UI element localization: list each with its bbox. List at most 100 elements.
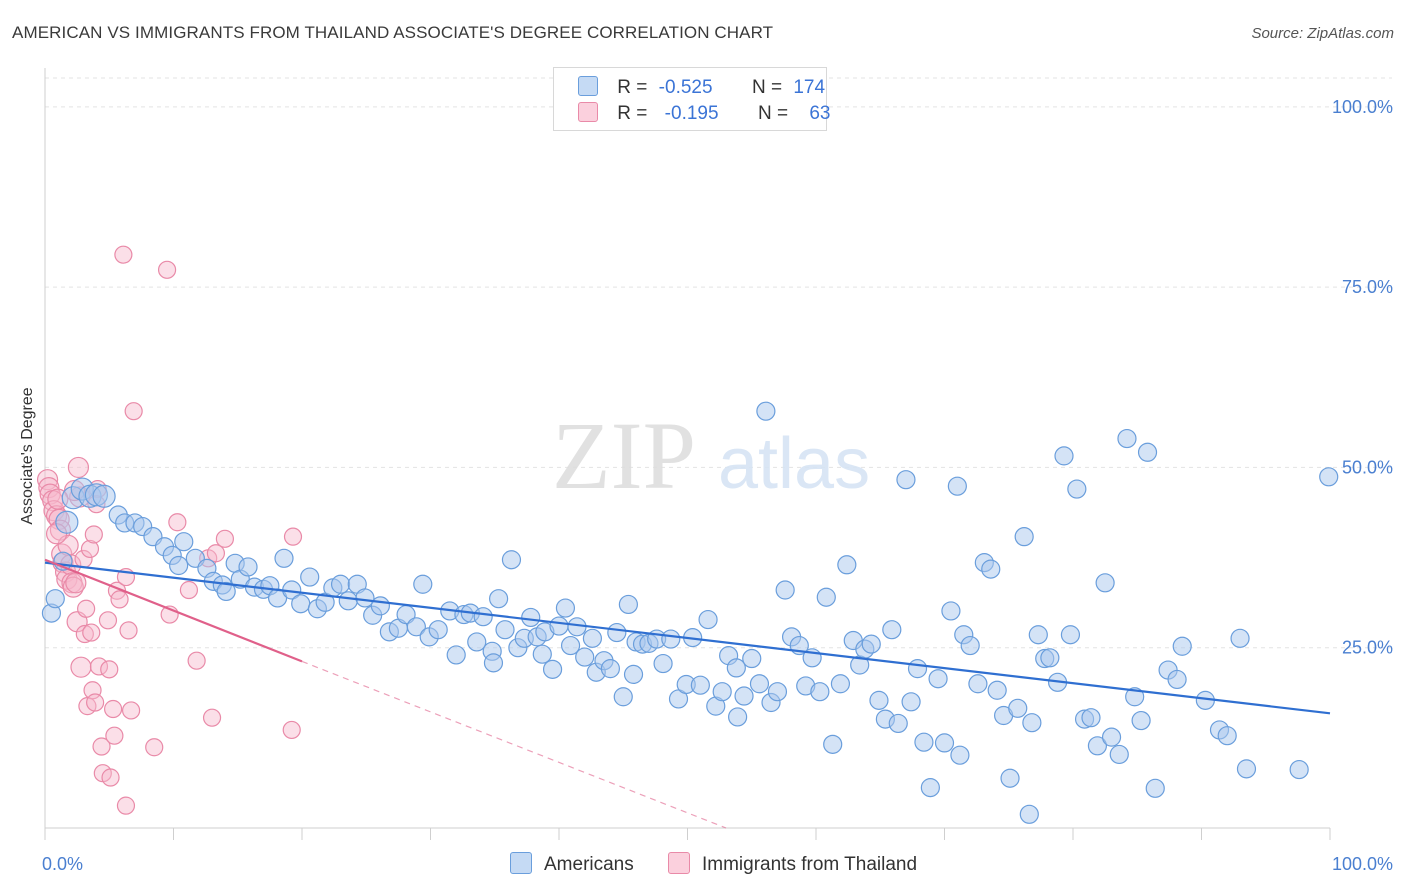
- americans-point-166: [532, 644, 552, 664]
- x-tick-label-1: 100.0%: [1332, 854, 1393, 874]
- americans-point-167: [623, 664, 644, 684]
- americans-point-32: [291, 594, 311, 614]
- americans-point-47: [413, 574, 433, 594]
- americans-point-124: [941, 601, 961, 621]
- americans-point-75: [607, 622, 627, 643]
- americans-point-149: [1109, 744, 1129, 765]
- americans-point-123: [934, 733, 955, 753]
- thailand-point-52: [202, 708, 222, 727]
- thailand-point-44: [124, 402, 143, 421]
- americans-point-99: [775, 580, 795, 600]
- legend-swatch-americans: [578, 76, 598, 96]
- source-credit: Source: ZipAtlas.com: [1251, 25, 1394, 42]
- legend-label-thailand: Immigrants from Thailand: [702, 854, 918, 875]
- americans-point-134: [1008, 698, 1028, 718]
- americans-point-1: [45, 589, 65, 609]
- thailand-point-22: [75, 624, 94, 644]
- legend-swatch-thailand: [668, 852, 690, 874]
- thailand-point-26: [82, 623, 101, 642]
- americans-point-70: [575, 647, 595, 667]
- legend-n-value-americans: 174: [793, 77, 826, 98]
- thailand-point-56: [283, 527, 303, 546]
- legend-item-thailand[interactable]: Immigrants from Thailand: [668, 852, 917, 876]
- americans-point-95: [749, 674, 770, 694]
- thailand-point-50: [187, 651, 206, 670]
- americans-point-156: [1172, 636, 1192, 656]
- americans-point-3: [55, 510, 79, 534]
- thailand-point-48: [168, 513, 187, 532]
- thailand-point-53: [206, 544, 226, 563]
- thailand-point-18: [67, 456, 90, 479]
- trend-line-americans: [44, 561, 1331, 715]
- series-thailand-points: [36, 245, 303, 815]
- americans-point-160: [1230, 628, 1250, 648]
- americans-point-159: [1217, 726, 1237, 746]
- americans-point-147: [1095, 573, 1115, 593]
- legend-r-value-thailand: -0.195: [664, 103, 719, 124]
- americans-point-154: [1145, 778, 1165, 798]
- thailand-point-34: [98, 611, 118, 630]
- americans-point-65: [542, 659, 563, 679]
- legend-r-label: R =: [617, 103, 648, 124]
- americans-point-161: [1236, 759, 1257, 779]
- x-tick-label-0: 0.0%: [42, 854, 83, 874]
- tick-labels: 25.0% 50.0% 75.0% 100.0% 0.0% 100.0%: [42, 97, 1393, 874]
- americans-point-22: [216, 581, 236, 602]
- americans-point-104: [810, 682, 830, 702]
- thailand-point-43: [121, 701, 141, 720]
- thailand-point-57: [116, 796, 136, 815]
- legend-swatch-americans: [510, 852, 532, 874]
- americans-point-55: [473, 607, 493, 627]
- americans-point-94: [742, 648, 762, 669]
- americans-point-116: [888, 713, 908, 734]
- americans-point-105: [816, 587, 836, 607]
- series-americans-points: [41, 401, 1339, 824]
- americans-point-93: [734, 686, 754, 706]
- americans-point-122: [928, 669, 948, 689]
- series-legend: Americans Immigrants from Thailand: [0, 852, 1406, 878]
- y-tick-label-0: 25.0%: [1342, 638, 1393, 658]
- americans-point-112: [861, 634, 881, 654]
- americans-point-59: [501, 550, 522, 570]
- americans-point-87: [690, 675, 710, 695]
- americans-point-136: [1022, 713, 1042, 733]
- americans-point-121: [920, 778, 940, 798]
- americans-point-163: [1319, 467, 1339, 487]
- americans-point-16: [169, 555, 189, 576]
- trend-lines: [44, 558, 1331, 829]
- americans-point-115: [882, 620, 902, 640]
- americans-point-141: [1054, 446, 1074, 466]
- americans-point-137: [1028, 625, 1048, 645]
- thailand-point-55: [282, 720, 301, 740]
- americans-point-125: [947, 476, 967, 496]
- americans-point-152: [1131, 710, 1151, 731]
- americans-point-58: [495, 620, 515, 640]
- correlation-legend: R = -0.525 N = 174 R = -0.195 N = 63: [553, 67, 830, 131]
- americans-point-150: [1117, 428, 1137, 449]
- americans-point-66: [549, 616, 569, 636]
- americans-point-162: [1289, 759, 1309, 780]
- americans-point-113: [869, 690, 889, 710]
- americans-point-168: [728, 707, 748, 727]
- americans-point-133: [1000, 768, 1020, 788]
- americans-point-37: [330, 574, 351, 594]
- legend-swatch-thailand: [578, 102, 598, 122]
- americans-point-145: [1081, 708, 1101, 728]
- americans-point-40: [355, 588, 375, 608]
- americans-point-38: [338, 591, 358, 611]
- americans-point-169: [950, 745, 970, 765]
- americans-point-90: [712, 682, 732, 702]
- americans-point-83: [661, 629, 681, 649]
- americans-point-142: [1060, 625, 1081, 645]
- americans-point-148: [1101, 727, 1122, 747]
- americans-point-153: [1137, 442, 1158, 462]
- americans-point-49: [428, 620, 448, 640]
- americans-point-17: [174, 532, 194, 552]
- thailand-point-62: [100, 660, 119, 679]
- watermark-atlas: atlas: [718, 424, 870, 504]
- americans-point-127: [960, 635, 980, 656]
- legend-item-americans[interactable]: Americans: [510, 852, 634, 876]
- thailand-point-25: [80, 539, 100, 559]
- americans-point-77: [618, 594, 638, 615]
- americans-point-54: [467, 632, 487, 652]
